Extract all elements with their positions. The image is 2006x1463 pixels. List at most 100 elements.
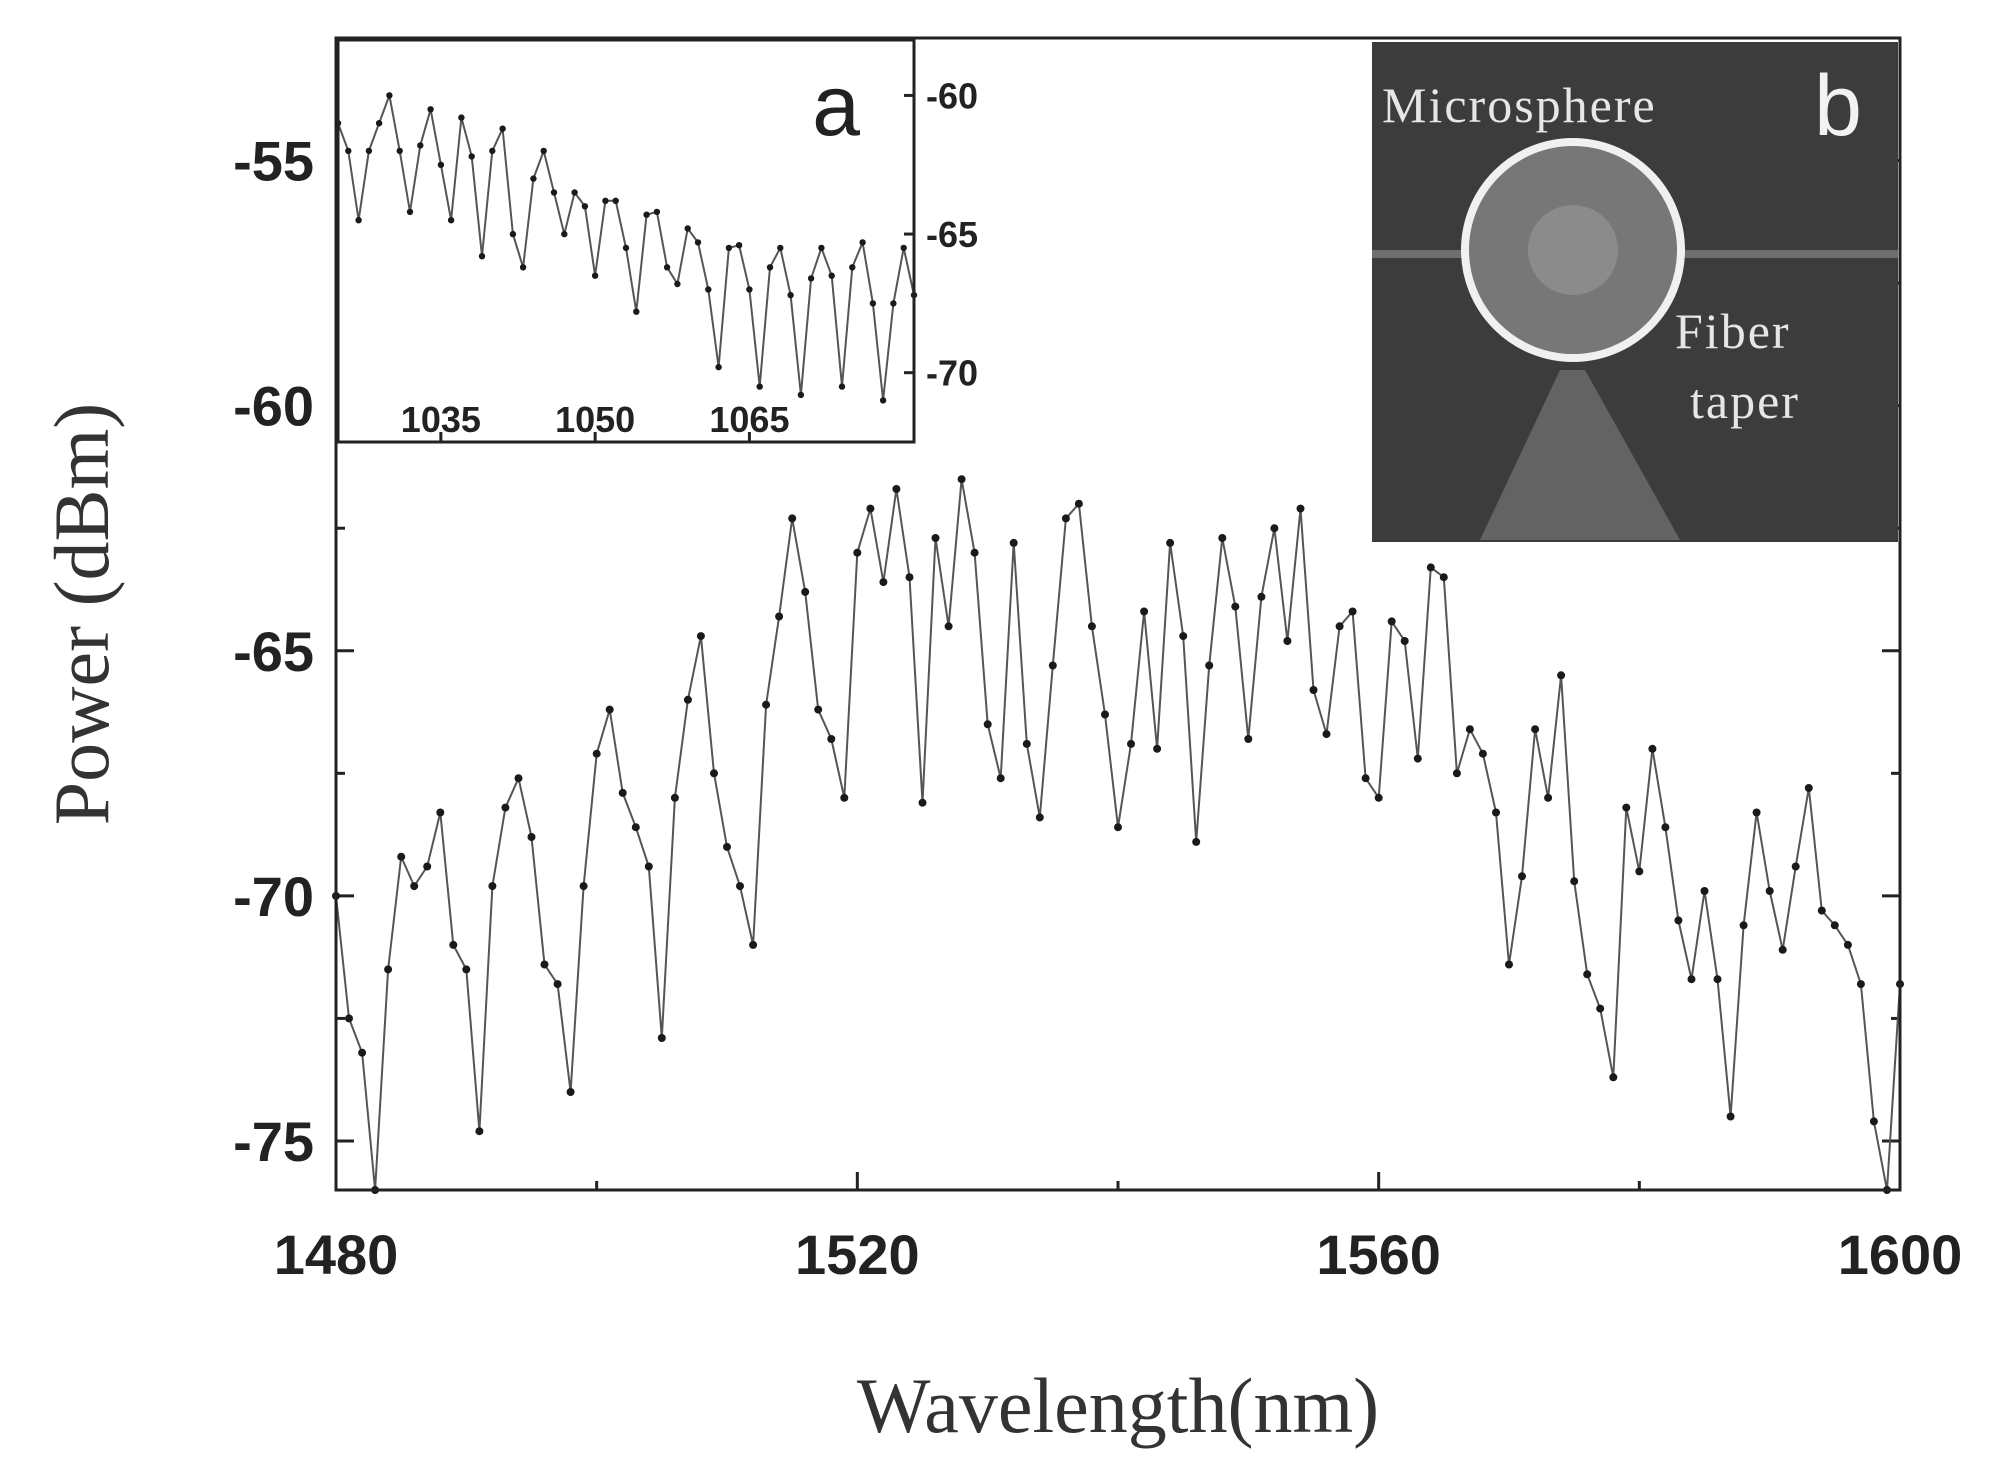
- data-point: [1022, 739, 1031, 748]
- data-point: [602, 197, 609, 204]
- data-point: [1531, 725, 1540, 734]
- data-point: [592, 749, 601, 758]
- data-point: [696, 632, 705, 641]
- data-point: [1518, 872, 1526, 881]
- data-point: [553, 980, 562, 989]
- data-point: [684, 225, 691, 232]
- data-point: [1244, 735, 1253, 743]
- x-tick-label: 1035: [401, 399, 481, 440]
- data-point: [579, 882, 588, 891]
- data-point: [775, 612, 784, 621]
- data-point: [1192, 837, 1201, 846]
- data-point: [827, 735, 836, 743]
- inset-a-tick-labels: 1035 1050 1065 -60 -65 -70: [401, 75, 978, 440]
- data-point: [1348, 607, 1357, 616]
- data-point: [970, 548, 979, 557]
- data-point: [762, 700, 771, 709]
- data-point: [417, 142, 424, 149]
- data-point: [468, 153, 475, 160]
- data-point: [622, 244, 630, 252]
- data-point: [1270, 524, 1279, 533]
- main-chart: 1480 1520 1560 1600 -55 -60 -65 -70 -75 Waveleng…: [38, 36, 1962, 1449]
- data-point: [1596, 1004, 1605, 1013]
- data-point: [1257, 592, 1266, 601]
- data-point: [581, 203, 589, 210]
- data-point: [1765, 887, 1774, 895]
- data-point: [777, 244, 784, 252]
- data-point: [869, 300, 877, 307]
- data-point: [397, 852, 406, 861]
- y-tick-label: -65: [926, 214, 978, 255]
- data-point: [1713, 975, 1722, 984]
- x-tick-label: 1520: [795, 1223, 920, 1286]
- data-point: [1374, 793, 1383, 802]
- data-point: [957, 475, 966, 484]
- x-tick-label: 1480: [274, 1223, 399, 1286]
- data-point: [1205, 661, 1214, 670]
- data-point: [540, 147, 547, 155]
- data-point: [458, 114, 465, 121]
- data-point: [694, 239, 702, 246]
- data-point: [1231, 602, 1240, 611]
- y-tick-label: -60: [926, 75, 978, 116]
- data-point: [1843, 940, 1852, 949]
- data-point: [633, 308, 640, 315]
- data-point: [1127, 739, 1135, 748]
- main-series-line: [335, 479, 1901, 1191]
- inset-b-photo: Microsphere Fiber taper b: [1372, 42, 1898, 542]
- data-point: [501, 803, 510, 812]
- data-point: [1804, 784, 1813, 792]
- data-point: [1426, 563, 1435, 572]
- x-tick-label: 1065: [709, 399, 789, 440]
- data-point: [591, 272, 599, 279]
- data-point: [1309, 686, 1318, 694]
- photo-label-fiber: Fiber: [1675, 303, 1791, 359]
- data-point: [1296, 504, 1305, 513]
- data-point: [1726, 1112, 1735, 1121]
- inset-a-background: [338, 40, 914, 442]
- data-point: [561, 230, 568, 238]
- data-point: [657, 1034, 666, 1042]
- data-point: [705, 286, 712, 293]
- data-point: [838, 383, 846, 390]
- data-point: [612, 197, 619, 204]
- data-point: [427, 106, 434, 113]
- data-point: [1166, 538, 1175, 547]
- main-plot-frame: [334, 36, 1902, 1192]
- data-point: [519, 264, 527, 271]
- data-point: [1101, 710, 1109, 719]
- data-point: [1544, 793, 1553, 802]
- main-tick-labels: 1480 1520 1560 1600 -55 -60 -65 -70 -75: [233, 130, 1962, 1286]
- data-point: [849, 264, 856, 271]
- data-point: [710, 769, 718, 778]
- photo-label-taper: taper: [1690, 373, 1800, 429]
- data-point: [735, 242, 743, 249]
- data-point: [674, 280, 681, 288]
- photo-label-microsphere: Microsphere: [1382, 77, 1657, 133]
- data-point: [787, 291, 794, 299]
- data-point: [1452, 769, 1461, 778]
- data-point: [475, 1127, 484, 1136]
- data-point: [631, 823, 640, 832]
- data-point: [944, 622, 953, 631]
- data-point: [488, 882, 497, 891]
- data-point: [396, 147, 403, 155]
- data-point: [499, 125, 506, 132]
- data-point: [1048, 661, 1057, 670]
- data-point: [410, 882, 419, 891]
- data-point: [828, 272, 835, 279]
- data-point: [1661, 823, 1670, 832]
- data-point: [1635, 867, 1644, 876]
- data-point: [1179, 632, 1188, 641]
- data-point: [358, 1048, 367, 1057]
- inset-a-frame: [336, 38, 916, 444]
- inset-a-ticks: [439, 93, 914, 442]
- data-point: [1061, 514, 1070, 523]
- data-point: [905, 573, 914, 582]
- data-point: [746, 286, 753, 293]
- data-point: [797, 391, 805, 399]
- data-point: [1505, 960, 1513, 969]
- data-point: [437, 161, 445, 168]
- data-point: [879, 397, 887, 404]
- data-point: [1218, 534, 1227, 542]
